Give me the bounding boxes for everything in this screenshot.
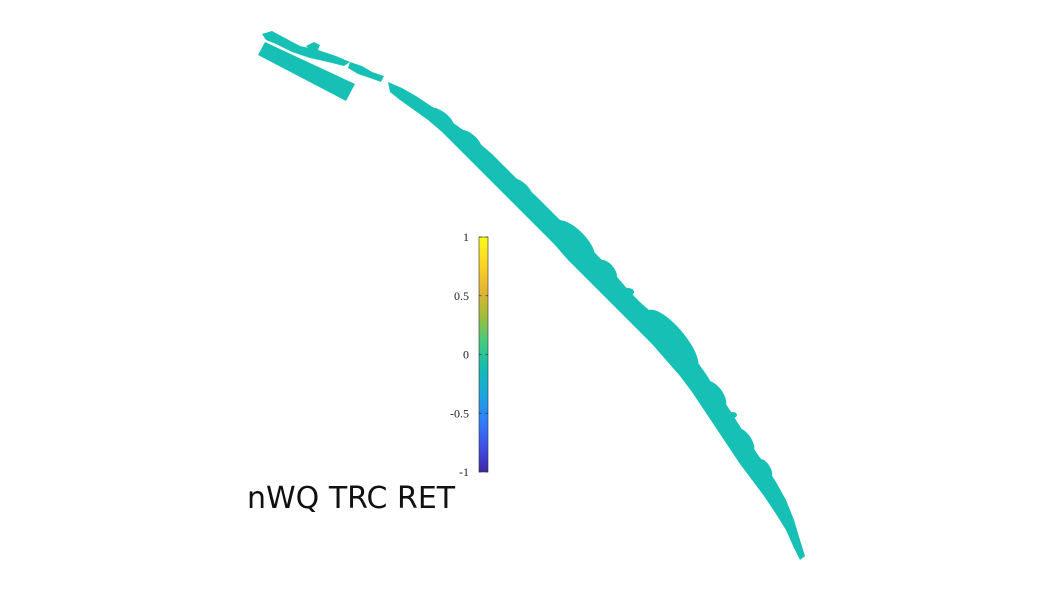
river-channel (258, 31, 805, 560)
panel-label: nWQ TRC RET (247, 481, 456, 516)
colorbar-tick-label: 1 (463, 230, 469, 244)
river-braid (458, 129, 482, 151)
river-island-fragment (696, 392, 704, 398)
river-upstream-segment (348, 62, 384, 82)
colorbar-tick-label: -0.5 (450, 406, 469, 420)
colorbar-tick-label: 0 (463, 348, 469, 362)
river-braid (703, 381, 727, 409)
river-braid (599, 260, 617, 280)
river-braid (645, 309, 699, 371)
colorbar-tick-label: 0.5 (454, 289, 469, 303)
river-island-fragment (729, 412, 737, 418)
river-boundary-block (258, 42, 355, 101)
colorbar-tick-label: -1 (459, 465, 469, 479)
river-island-fragment (622, 288, 634, 296)
river-braid (506, 177, 534, 203)
river-braid (426, 107, 454, 129)
river-island-fragment (635, 315, 645, 321)
river-braid (735, 428, 755, 452)
colorbar: 1 0.5 0 -0.5 -1 (450, 230, 489, 479)
river-upstream-wisp (262, 31, 350, 66)
river-upstream-wisp (306, 42, 320, 50)
river-braid (555, 220, 595, 260)
river-braid (759, 459, 773, 477)
